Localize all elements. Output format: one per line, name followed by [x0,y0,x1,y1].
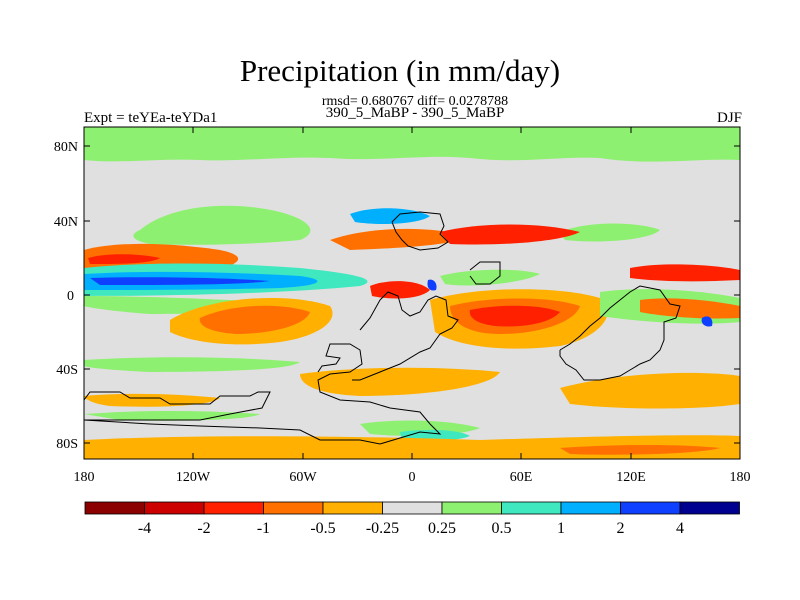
colorbar-label: 0.25 [428,520,456,537]
colorbar-swatch [84,501,145,515]
page-title: Precipitation (in mm/day) [239,53,561,88]
colorbar-label: -2 [197,520,210,537]
lon-tick-label: 0 [409,470,416,485]
lat-tick-label: 80N [54,140,78,155]
coastlines [84,211,681,445]
lon-tick-label: 60W [289,470,317,485]
lon-tick-label: 120W [176,470,211,485]
colorbar-label: 2 [617,520,625,537]
colorbar-label: -1 [257,520,270,537]
colorbar-swatch [203,501,264,515]
contour-patch [300,367,500,396]
colorbar-swatch [263,501,324,515]
colorbar-swatch [144,501,205,515]
contour-patch [84,411,260,421]
colorbar-swatch [441,501,502,515]
contour-north-band [84,127,740,162]
contour-north-patch [560,223,660,242]
contour-patch [370,281,430,299]
colorbar: -4 -2 -1 -0.5 -0.25 0.25 0.5 1 2 4 [84,501,740,537]
contour-patch [84,357,300,372]
contour-patch [427,279,437,291]
colorbar-label: -0.25 [366,520,399,537]
season-label: DJF [716,110,742,126]
lat-tick-label: 80S [56,437,78,452]
contour-patch [469,305,560,327]
contour-patch [199,305,310,334]
colorbar-swatch [560,501,621,515]
contour-north-patch [133,205,311,245]
colorbar-label: 0.5 [492,520,512,537]
colorbar-label: 1 [557,520,565,537]
contour-patch [440,224,580,245]
lon-tick-label: 180 [74,470,95,485]
contour-patch [640,298,740,319]
contour-patch [84,393,220,407]
colorbar-label: -4 [138,520,151,537]
colorbar-label: 4 [676,520,684,537]
colorbar-swatch [679,501,740,515]
colorbar-swatch [382,501,443,515]
lon-tick-label: 120E [616,470,646,485]
lon-tick-label: 60E [510,470,533,485]
lat-tick-label: 40S [56,363,78,378]
contour-patch [560,372,740,409]
comparison-label: 390_5_MaBP - 390_5_MaBP [325,105,505,121]
colorbar-swatch [620,501,681,515]
lat-tick-label: 40N [54,215,78,230]
contour-band [88,254,160,264]
contour-patch [330,228,470,250]
contour-patch [440,269,540,286]
contour-patch [630,264,740,282]
contour-patch [701,316,713,327]
colorbar-swatch [322,501,383,515]
lat-tick-label: 0 [67,289,74,304]
contour-band [90,277,270,285]
stats-line: rmsd= 0.680767 diff= 0.0278788 [321,94,509,109]
contour-patch [560,445,720,455]
colorbar-swatch [501,501,562,515]
map-panel [84,127,740,459]
colorbar-label: -0.5 [310,520,335,537]
tick-marks [84,127,740,459]
lon-tick-label: 180 [730,470,751,485]
contour-patch [350,208,430,224]
experiment-label: Expt = teYEa-teYDa1 [84,110,218,126]
